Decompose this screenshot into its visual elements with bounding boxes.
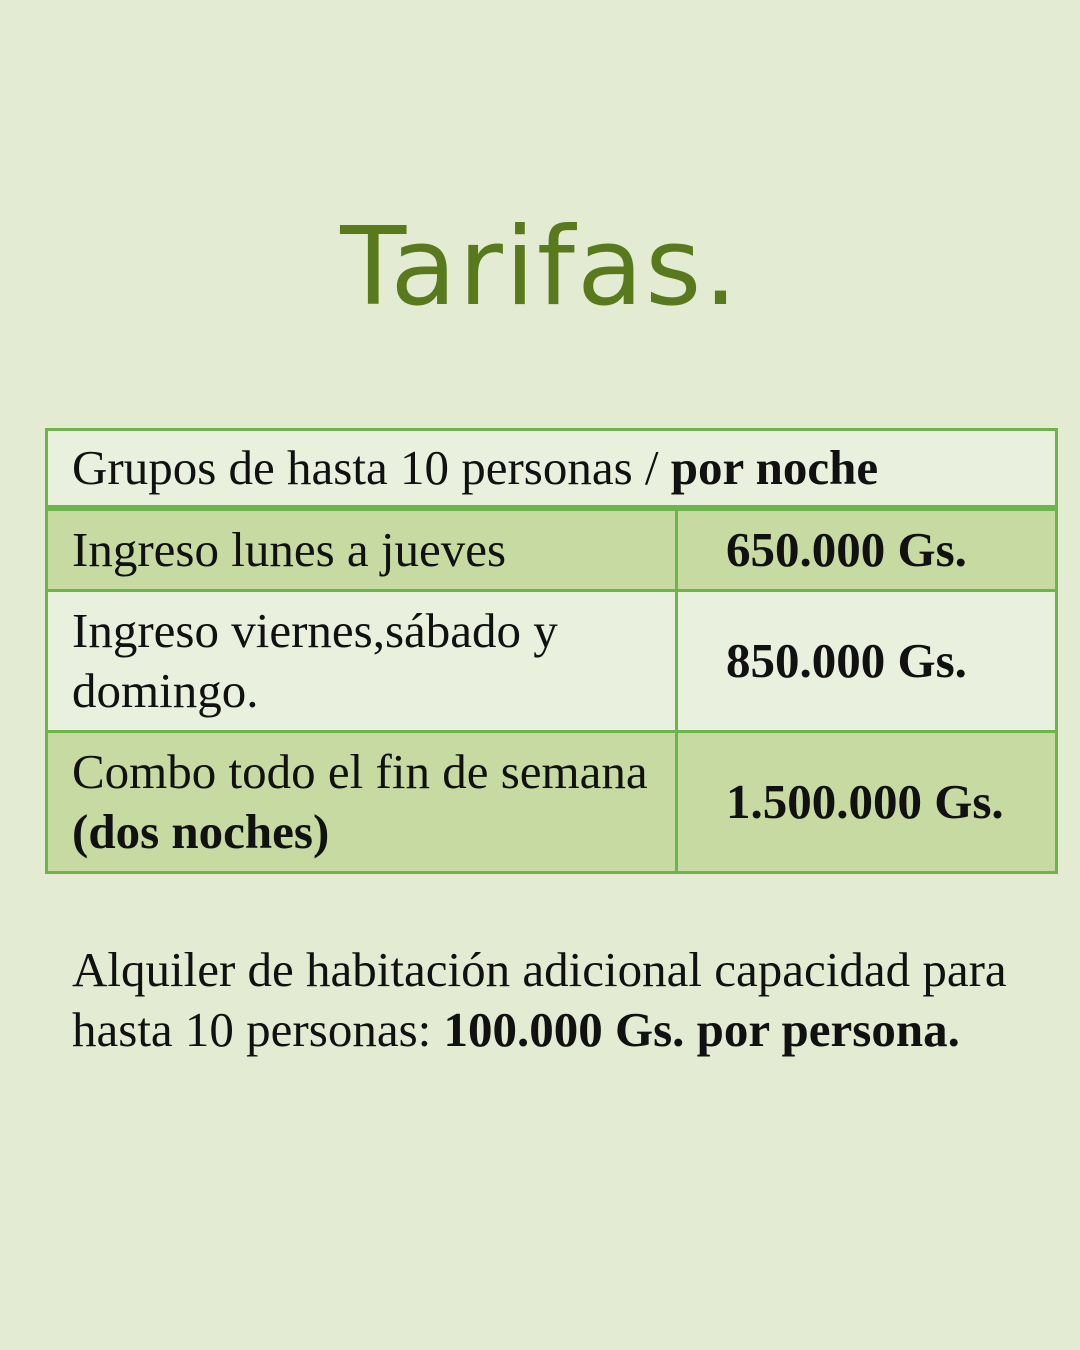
rates-table: Grupos de hasta 10 personas / por noche … — [45, 428, 1058, 874]
table-row: Combo todo el fin de semana (dos noches)… — [45, 730, 1058, 874]
note-text: Alquiler de habitación adicional capacid… — [72, 942, 1007, 1057]
table-row: Ingreso lunes a jueves 650.000 Gs. — [45, 506, 1058, 592]
row-label: Combo todo el fin de semana (dos noches) — [45, 730, 678, 874]
table-header: Grupos de hasta 10 personas / por noche — [45, 428, 1058, 511]
row-price: 1.500.000 Gs. — [675, 730, 1058, 874]
row-label: Ingreso viernes,sábado y domingo. — [45, 589, 678, 733]
note-bold: 100.000 Gs. por persona. — [443, 1002, 960, 1057]
page-title: Tarifas. — [340, 205, 740, 330]
row-label-bold: (dos noches) — [72, 804, 330, 859]
row-label: Ingreso lunes a jueves — [45, 506, 678, 592]
row-label-text: Ingreso viernes,sábado y domingo. — [72, 603, 558, 718]
additional-room-note: Alquiler de habitación adicional capacid… — [72, 940, 1032, 1060]
header-bold: por noche — [670, 440, 879, 495]
header-text: Grupos de hasta 10 personas / — [72, 440, 671, 495]
table-row: Ingreso viernes,sábado y domingo. 850.00… — [45, 589, 1058, 733]
table-header-row: Grupos de hasta 10 personas / por noche — [45, 428, 1058, 511]
row-price: 650.000 Gs. — [675, 506, 1058, 592]
row-label-text: Ingreso lunes a jueves — [72, 522, 507, 577]
row-label-text: Combo todo el fin de semana — [72, 744, 648, 799]
row-price: 850.000 Gs. — [675, 589, 1058, 733]
